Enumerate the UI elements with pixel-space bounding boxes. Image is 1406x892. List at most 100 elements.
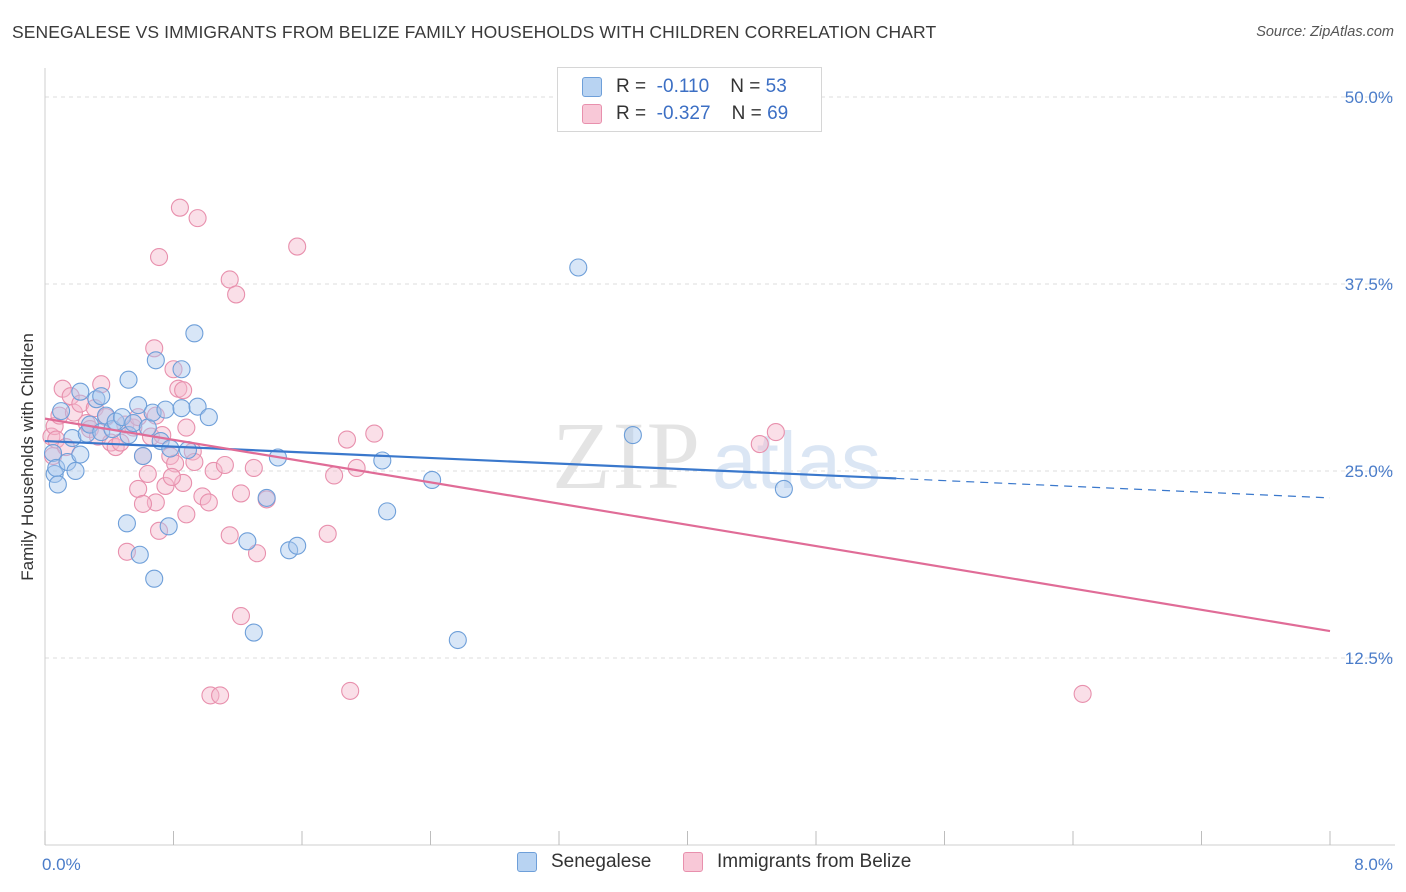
data-point-senegalese [423, 470, 442, 490]
data-point-senegalese [288, 536, 307, 555]
data-point-senegalese [159, 517, 178, 536]
data-point-senegalese [124, 414, 143, 433]
data-point-belize [750, 434, 769, 454]
data-point-senegalese [378, 502, 397, 521]
data-point-senegalese [130, 545, 149, 564]
legend-swatch-pink [582, 104, 602, 124]
data-point-senegalese [623, 426, 642, 445]
tick-labels: 50.0% 37.5% 25.0% 12.5% 0.0% 8.0% [42, 88, 1393, 874]
data-point-belize [288, 237, 307, 256]
data-point-senegalese [52, 402, 71, 421]
legend-r-value: -0.110 [656, 76, 710, 97]
data-point-senegalese [117, 514, 136, 533]
data-point-senegalese [146, 351, 165, 370]
stats-legend: R = -0.110 N = 53 R = -0.327 N = 69 [557, 67, 822, 132]
series-senegalese [43, 258, 793, 650]
data-point-belize [188, 209, 207, 228]
data-point-senegalese [113, 408, 132, 427]
data-point-belize [766, 423, 785, 442]
watermark-atlas: atlas [712, 416, 881, 505]
data-point-senegalese [172, 360, 191, 379]
y-tick-label: 12.5% [1345, 649, 1393, 668]
data-point-belize [1073, 684, 1092, 703]
data-point-belize [177, 505, 196, 524]
y-tick-label: 25.0% [1345, 462, 1393, 481]
legend-r-label: R = [616, 76, 647, 97]
trend-line-belize [44, 417, 1331, 633]
data-point-belize [325, 466, 344, 485]
data-point-belize [220, 526, 239, 545]
data-point-belize [149, 247, 169, 267]
data-point-senegalese [188, 397, 207, 416]
y-tick-label: 37.5% [1345, 275, 1393, 294]
data-point-senegalese [244, 623, 263, 642]
legend-n-label: N = [730, 76, 761, 97]
legend-row-senegalese: R = -0.110 N = 53 [582, 74, 787, 100]
data-point-belize [337, 430, 357, 449]
data-point-senegalese [185, 324, 204, 343]
data-point-senegalese [257, 488, 276, 507]
legend-n-label: N = [731, 103, 762, 124]
data-point-belize [170, 198, 189, 217]
legend-item-senegalese: Senegalese [517, 851, 651, 873]
x-tick-label: 0.0% [42, 855, 81, 874]
data-point-senegalese [161, 439, 180, 458]
data-point-senegalese [156, 400, 175, 419]
series-immigrants-from-belize [42, 198, 1092, 705]
legend-label-senegalese: Senegalese [551, 851, 652, 872]
data-point-belize [201, 686, 220, 705]
data-point-belize [215, 455, 234, 475]
data-point-senegalese [199, 408, 218, 427]
legend-swatch-blue [517, 852, 537, 872]
legend-label-belize: Immigrants from Belize [717, 851, 912, 872]
x-tick-label: 8.0% [1354, 855, 1393, 874]
legend-row-belize: R = -0.327 N = 69 [582, 101, 788, 127]
legend-r-value: -0.327 [656, 103, 711, 124]
data-point-senegalese [238, 532, 257, 551]
series-legend: Senegalese Immigrants from Belize [0, 851, 1406, 879]
legend-n-value: 53 [765, 76, 787, 97]
grid-lines [45, 96, 1395, 659]
data-point-belize [149, 521, 169, 540]
data-point-belize [227, 285, 246, 304]
data-point-belize [174, 473, 193, 492]
data-point-senegalese [87, 390, 106, 409]
data-point-belize [220, 270, 239, 289]
data-point-senegalese [92, 387, 111, 406]
data-point-belize [231, 607, 251, 626]
data-point-senegalese [66, 461, 85, 481]
data-point-belize [162, 467, 181, 487]
data-point-senegalese [145, 569, 164, 588]
data-point-belize [231, 484, 251, 503]
data-point-belize [138, 464, 157, 484]
data-point-belize [247, 544, 267, 563]
data-point-belize [156, 476, 175, 495]
legend-r-label: R = [616, 103, 647, 124]
data-point-belize [174, 381, 193, 400]
data-point-belize [365, 424, 384, 443]
data-point-belize [47, 430, 66, 449]
data-point-belize [177, 418, 196, 437]
data-point-senegalese [569, 258, 588, 277]
legend-swatch-blue [582, 77, 602, 97]
data-point-belize [129, 479, 148, 498]
data-point-belize [347, 458, 366, 478]
legend-item-belize: Immigrants from Belize [683, 851, 911, 873]
legend-swatch-pink [683, 852, 703, 872]
data-point-senegalese [71, 445, 90, 464]
data-point-belize [133, 494, 153, 513]
data-point-senegalese [129, 396, 148, 415]
data-point-senegalese [45, 464, 64, 484]
watermark-zip: ZIP [552, 402, 702, 509]
data-point-senegalese [774, 479, 793, 498]
data-point-belize [341, 681, 360, 700]
watermark: ZIP atlas [552, 402, 881, 509]
trend-line-senegalese [44, 439, 897, 480]
data-point-senegalese [119, 370, 138, 389]
trend-lines [44, 417, 1331, 633]
data-point-belize [199, 493, 218, 512]
data-point-senegalese [172, 399, 191, 418]
trend-extension-senegalese [896, 477, 1331, 499]
data-point-senegalese [48, 475, 67, 494]
data-point-belize [318, 524, 337, 543]
